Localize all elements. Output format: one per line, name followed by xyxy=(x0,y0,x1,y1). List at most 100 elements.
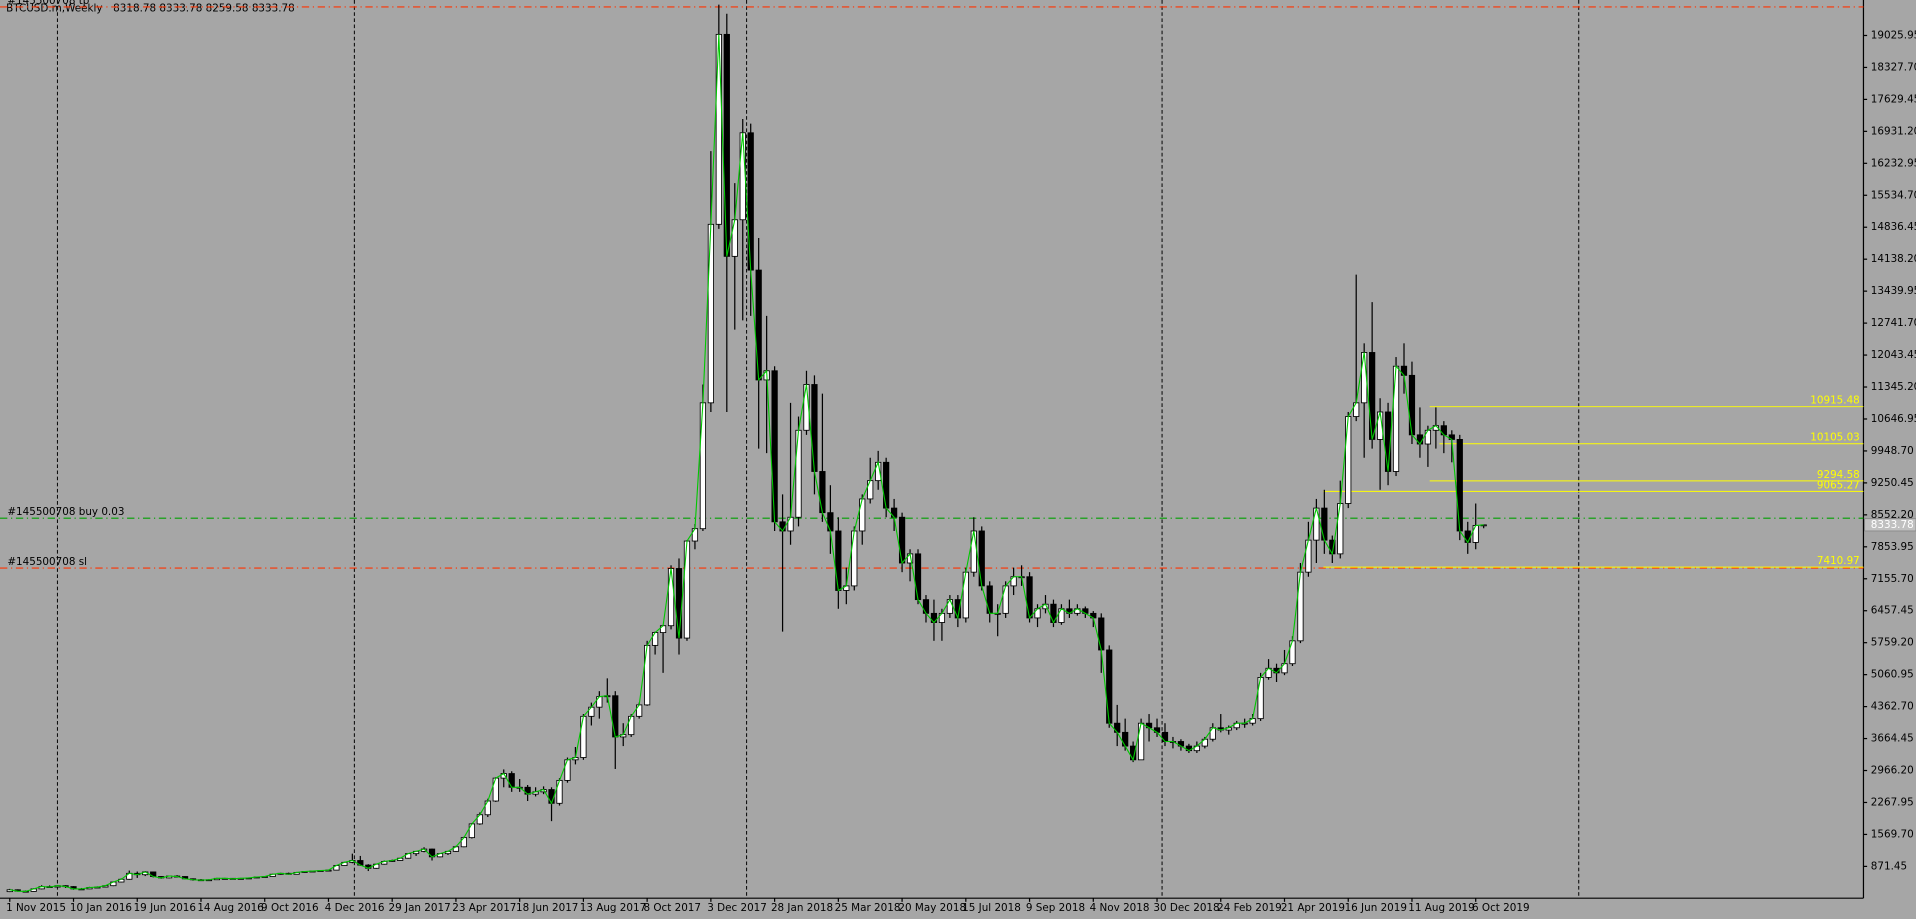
candle-body xyxy=(978,530,985,587)
candle-body xyxy=(691,528,699,542)
x-tick-label: 19 Jun 2016 xyxy=(134,902,196,914)
price-tag-label: 8333.78 xyxy=(1871,519,1914,531)
y-tick-label: 19025.95 xyxy=(1871,29,1916,41)
x-tick-label: 11 Aug 2019 xyxy=(1408,902,1474,914)
candle-body xyxy=(1321,507,1328,541)
candle-body xyxy=(484,800,491,816)
candle-body xyxy=(612,695,619,738)
candle-body xyxy=(667,568,675,627)
order-label: #145500708 tp xyxy=(7,0,89,7)
chart-header: BTCUSD.m,Weekly 8318.78 8333.78 8259.58 … xyxy=(6,3,295,15)
candle-body xyxy=(731,219,738,257)
candle-body xyxy=(644,644,651,706)
candle-body xyxy=(914,553,922,601)
level-label: 7410.97 xyxy=(1817,555,1860,567)
order-label: #145500708 buy 0.03 xyxy=(7,506,124,518)
candle-body xyxy=(1305,539,1312,573)
candle-body xyxy=(1026,576,1033,619)
candle-body xyxy=(580,715,587,758)
candle-body xyxy=(1408,374,1416,436)
candle-body xyxy=(1137,722,1145,761)
candle-body xyxy=(1337,503,1344,555)
candle-body xyxy=(883,461,890,509)
candle-body xyxy=(1106,649,1113,724)
candle-body xyxy=(715,33,722,225)
candle-body xyxy=(651,632,659,646)
price-tag xyxy=(1864,518,1916,532)
candle-body xyxy=(867,480,874,500)
symbol: BTCUSD.m,Weekly xyxy=(6,3,102,15)
y-tick-label: 16931.20 xyxy=(1871,125,1916,137)
x-tick-label: 30 Dec 2018 xyxy=(1153,902,1219,914)
candle-body xyxy=(1122,731,1129,747)
x-tick-label: 28 Jan 2018 xyxy=(771,902,833,914)
candle-body xyxy=(1209,727,1216,740)
high: 8333.78 xyxy=(159,3,202,15)
x-tick-label: 14 Aug 2016 xyxy=(197,902,263,914)
x-tick-label: 20 May 2018 xyxy=(898,902,966,914)
candle-body xyxy=(922,599,930,614)
y-tick-label: 871.45 xyxy=(1871,860,1907,872)
y-tick-label: 6457.45 xyxy=(1871,605,1914,617)
y-tick-label: 9948.70 xyxy=(1871,445,1914,457)
y-tick-label: 7155.70 xyxy=(1871,573,1914,585)
candle-body xyxy=(835,530,842,591)
candle-body xyxy=(1369,352,1376,440)
x-tick-label: 9 Sep 2018 xyxy=(1026,902,1085,914)
x-tick-label: 8 Oct 2017 xyxy=(643,902,701,914)
close-line xyxy=(9,34,1484,892)
candle-body xyxy=(723,33,730,257)
candle-body xyxy=(771,370,778,523)
level-label: 9065.27 xyxy=(1817,479,1860,491)
candle-body xyxy=(827,512,834,532)
x-tick-label: 29 Jan 2017 xyxy=(389,902,451,914)
candle-body xyxy=(699,402,707,530)
y-tick-label: 16232.95 xyxy=(1871,157,1916,169)
period-separators xyxy=(56,0,1580,899)
x-tick-label: 23 Apr 2017 xyxy=(452,902,516,914)
candle-body xyxy=(1464,530,1471,543)
candle-body xyxy=(556,779,563,804)
candle-body xyxy=(1424,429,1432,445)
y-tick-label: 15534.70 xyxy=(1871,189,1916,201)
y-tick-label: 1569.70 xyxy=(1871,828,1914,840)
level-label: 9294.58 xyxy=(1817,469,1860,481)
y-tick-label: 4362.70 xyxy=(1871,701,1914,713)
x-tick-label: 13 Aug 2017 xyxy=(580,902,646,914)
y-tick-label: 5060.95 xyxy=(1871,669,1914,681)
y-tick-label: 18327.70 xyxy=(1871,61,1916,73)
candle-body xyxy=(707,223,714,404)
candle-body xyxy=(508,773,515,788)
x-tick-label: 4 Dec 2016 xyxy=(325,902,385,914)
candle-body xyxy=(1098,617,1105,651)
candle-body xyxy=(946,599,954,614)
candle-body xyxy=(1472,525,1479,543)
y-tick-label: 8552.20 xyxy=(1871,509,1914,521)
candle-body xyxy=(468,823,475,839)
candle-body xyxy=(683,540,691,639)
x-tick-label: 18 Jun 2017 xyxy=(516,902,578,914)
y-tick-label: 14836.45 xyxy=(1871,221,1916,233)
candle-body xyxy=(1392,365,1400,472)
candle-body xyxy=(962,571,969,619)
candle-body xyxy=(492,777,499,802)
x-tick-label: 25 Mar 2018 xyxy=(835,902,901,914)
y-tick-label: 12741.70 xyxy=(1871,317,1916,329)
candle-body xyxy=(787,516,794,532)
x-tick-label: 6 Oct 2019 xyxy=(1472,902,1530,914)
candle-body xyxy=(819,471,826,514)
x-tick-label: 16 Jun 2019 xyxy=(1345,902,1407,914)
candle-body xyxy=(1002,585,1009,614)
candle-body xyxy=(1297,571,1304,642)
y-tick-label: 14138.20 xyxy=(1871,253,1916,265)
y-tick-label: 11345.20 xyxy=(1871,381,1916,393)
y-tick-label: 3664.45 xyxy=(1871,733,1914,745)
candle-body xyxy=(859,498,866,532)
candle-body xyxy=(970,530,977,573)
candle-body xyxy=(811,384,818,472)
level-label: 10915.48 xyxy=(1810,395,1860,407)
candle-body xyxy=(636,704,643,717)
level-label: 10105.03 xyxy=(1810,432,1860,444)
y-tick-label: 2966.20 xyxy=(1871,765,1914,777)
